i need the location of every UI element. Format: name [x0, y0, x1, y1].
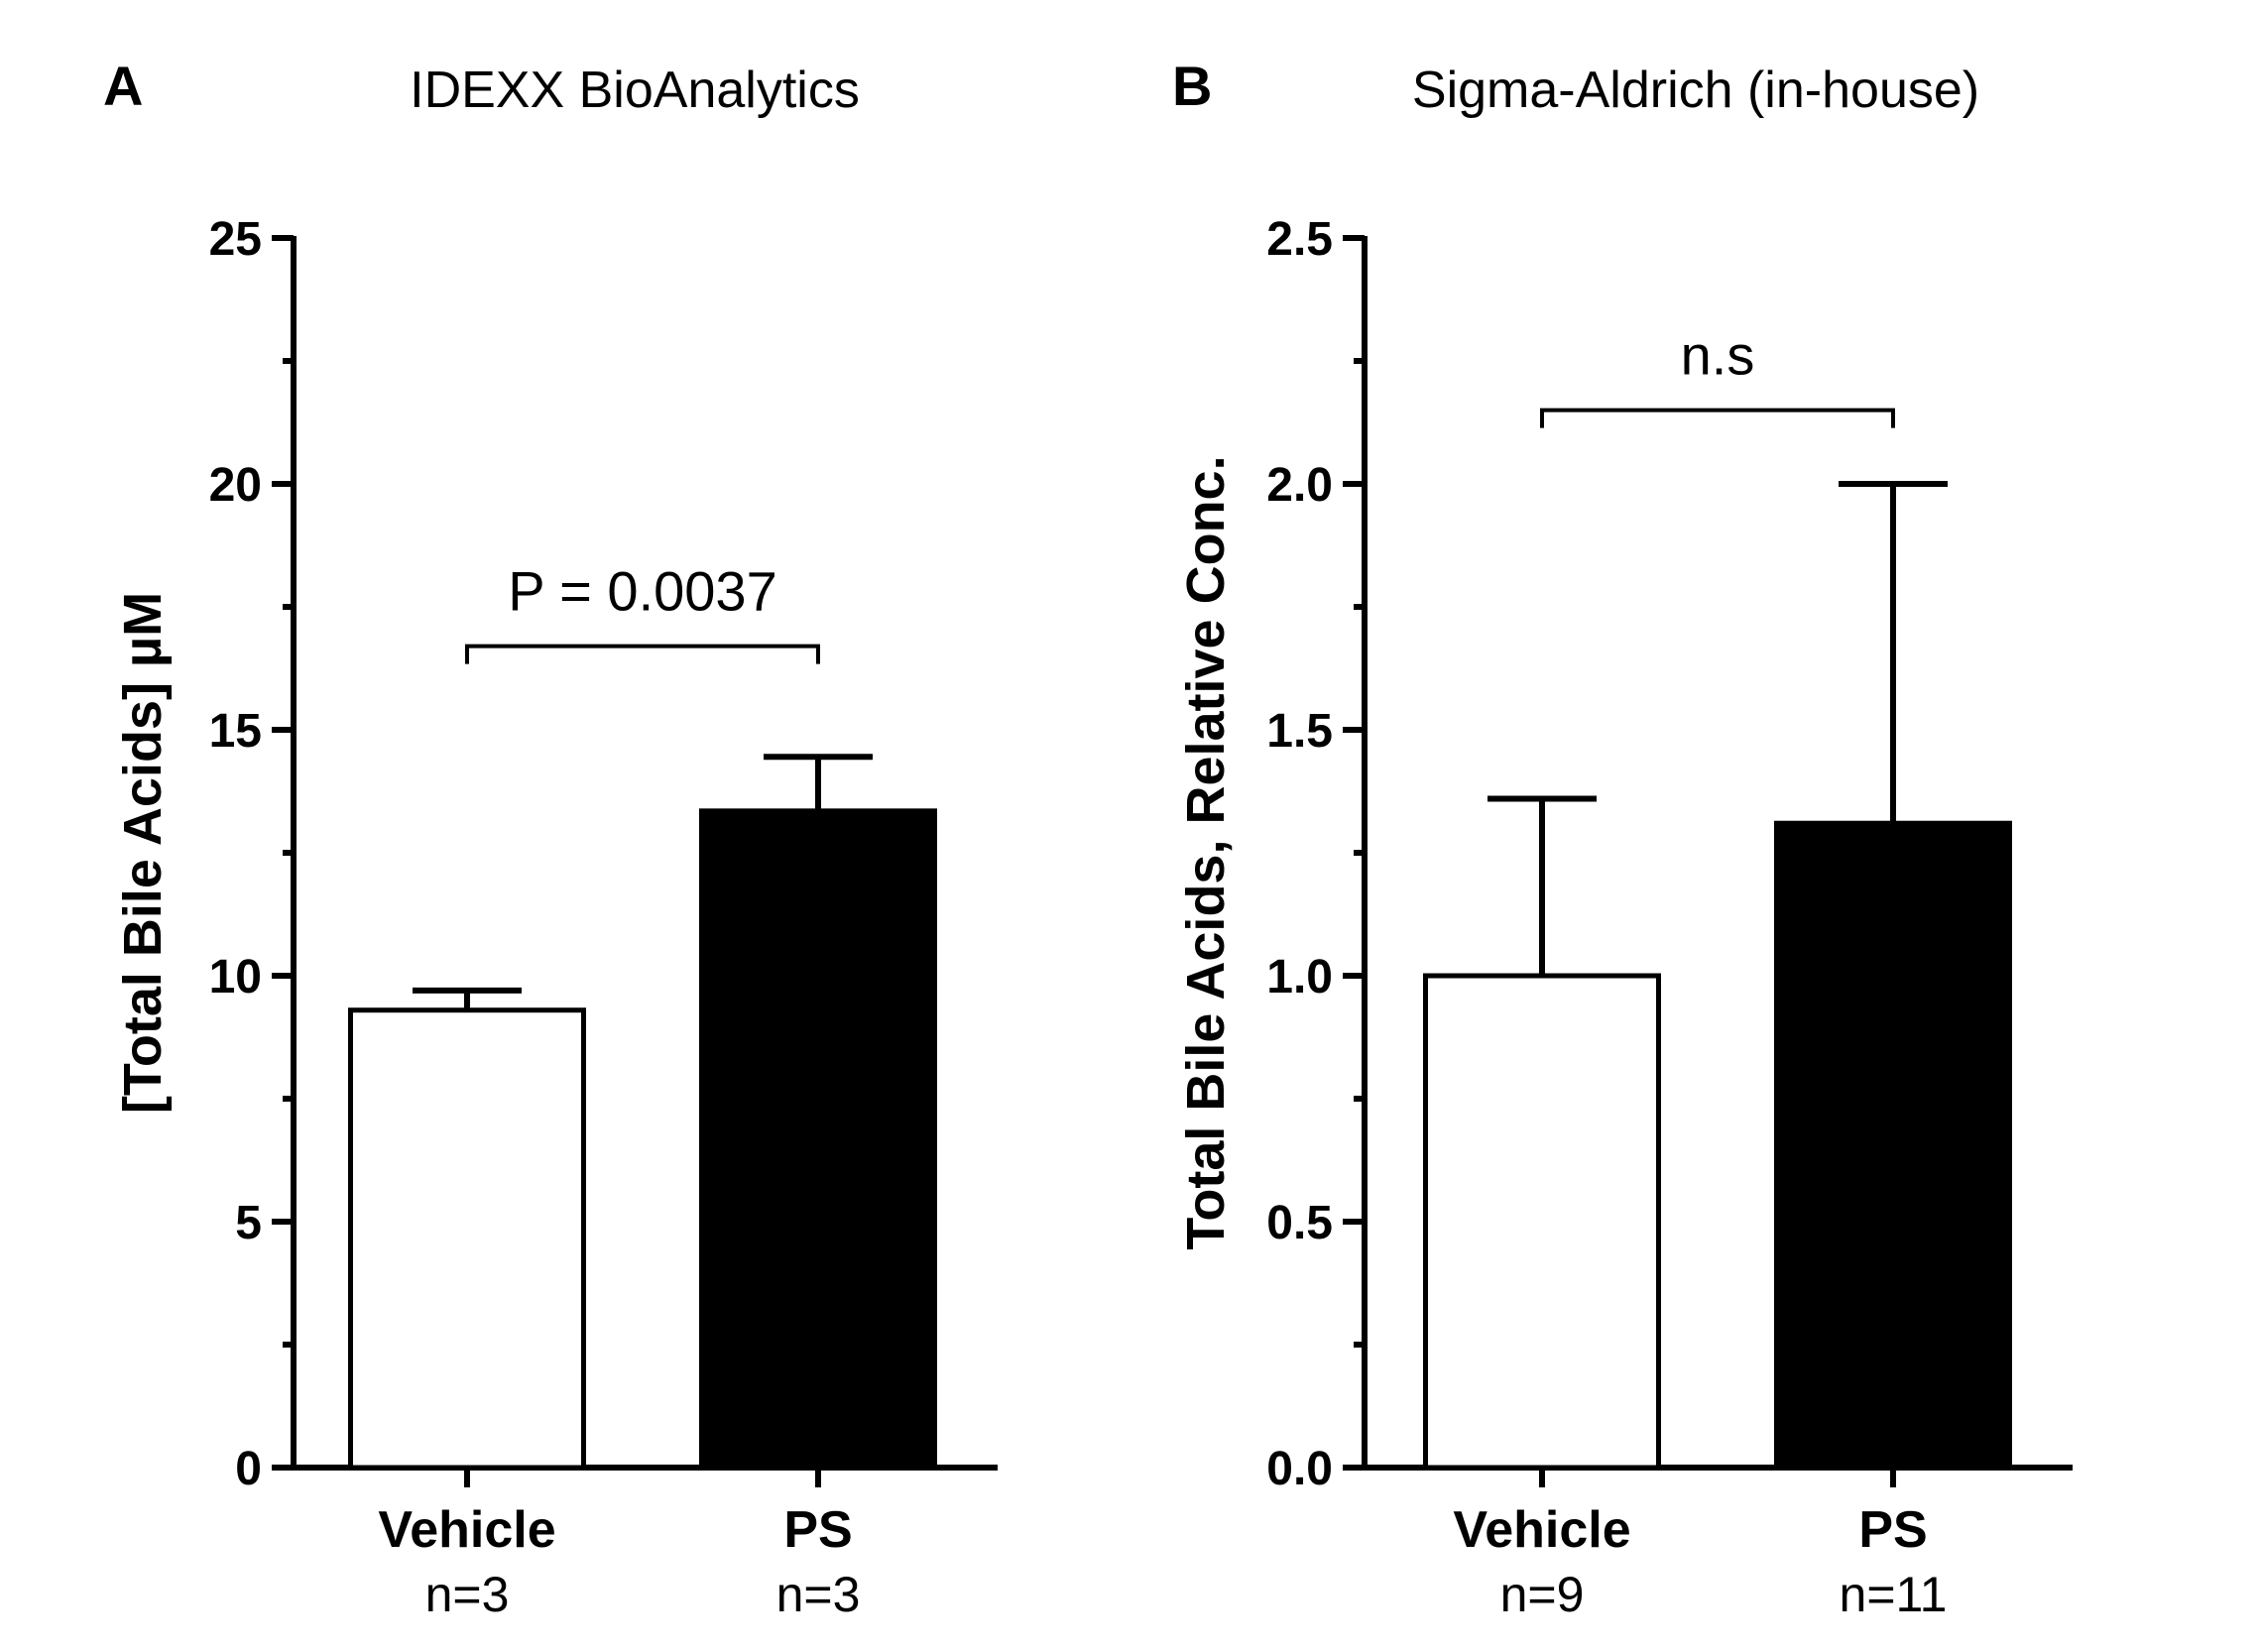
y-tick-label: 25	[209, 213, 262, 266]
bar-ps	[1774, 820, 2012, 1471]
y-axis-label: Total Bile Acids, Relative Conc.	[1176, 455, 1236, 1249]
x-category-label: Vehicle	[1453, 1501, 1630, 1559]
y-tick-label: 2.0	[1266, 459, 1333, 512]
y-tick-label: 20	[209, 459, 262, 512]
y-tick-label: 0	[235, 1443, 262, 1495]
significance-label: P = 0.0037	[508, 560, 776, 623]
y-tick-label: 2.5	[1266, 213, 1333, 266]
y-tick-label: 10	[209, 951, 262, 1003]
panel-title: IDEXX BioAnalytics	[410, 61, 860, 119]
x-n-label: n=9	[1500, 1567, 1585, 1622]
significance-bracket	[465, 644, 820, 664]
bar-vehicle	[348, 1007, 586, 1471]
x-category-label: Vehicle	[378, 1501, 555, 1559]
y-tick-label: 1.5	[1266, 705, 1333, 758]
panel-letter: A	[103, 55, 143, 117]
panel-letter: B	[1172, 55, 1212, 117]
significance-label: n.s	[1681, 324, 1755, 387]
x-n-label: n=3	[776, 1567, 861, 1622]
y-tick-label: 5	[235, 1197, 262, 1249]
x-n-label: n=11	[1840, 1567, 1948, 1622]
x-category-label: PS	[1858, 1501, 1927, 1559]
y-tick-label: 15	[209, 705, 262, 758]
y-axis-label: [Total Bile Acids] µM	[113, 592, 173, 1114]
x-category-label: PS	[783, 1501, 852, 1559]
y-tick-label: 0.5	[1266, 1197, 1333, 1249]
y-tick-label: 1.0	[1266, 951, 1333, 1003]
y-tick-label: 0.0	[1266, 1443, 1333, 1495]
bar-ps	[699, 808, 937, 1471]
panel-title: Sigma-Aldrich (in-house)	[1412, 61, 1979, 119]
x-n-label: n=3	[425, 1567, 510, 1622]
significance-bracket	[1540, 408, 1895, 428]
bar-vehicle	[1423, 973, 1661, 1471]
